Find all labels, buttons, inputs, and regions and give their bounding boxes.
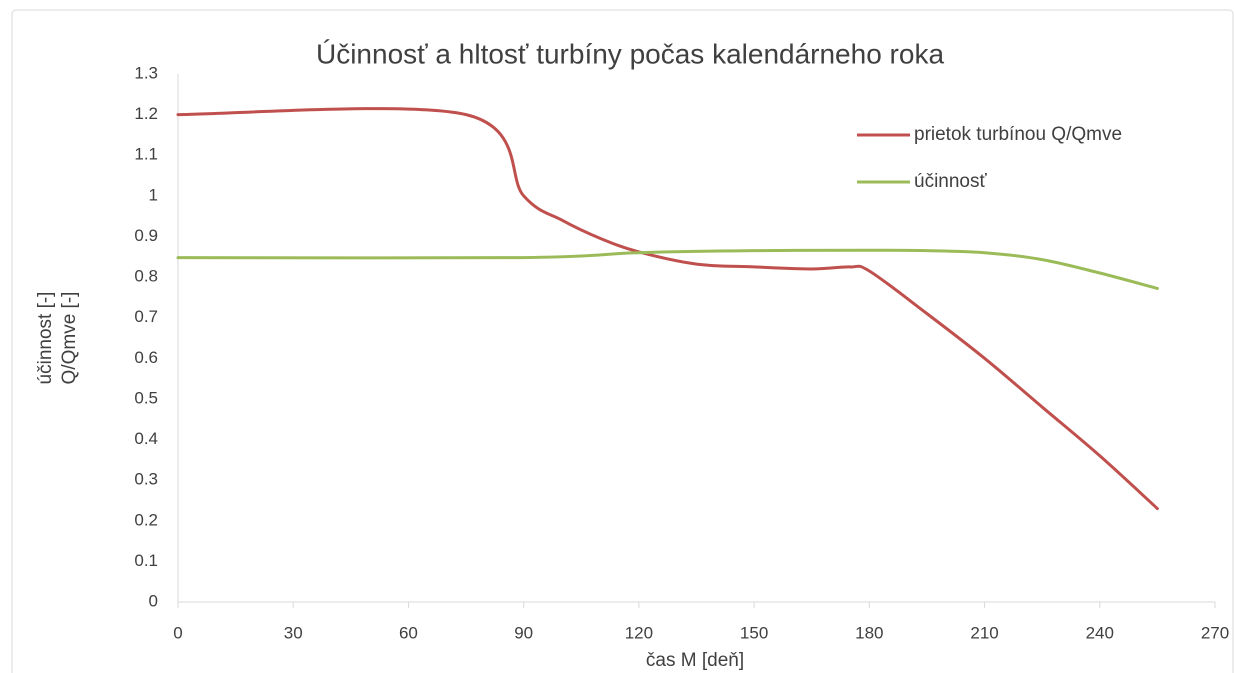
y-tick-label: 0.7 <box>134 307 158 326</box>
y-axis-label: Q/Qmve [-] <box>59 292 80 385</box>
series-line <box>176 248 1159 290</box>
x-tick-label: 240 <box>1086 623 1114 642</box>
x-tick-label: 120 <box>625 623 653 642</box>
y-tick-label: 0.4 <box>134 429 158 448</box>
y-tick-label: 0.2 <box>134 510 158 529</box>
y-tick-label: 0.6 <box>134 348 158 367</box>
y-axis-label: účinnost [-] <box>35 292 56 385</box>
legend-label: účinnosť <box>914 171 987 192</box>
x-tick-label: 90 <box>514 623 533 642</box>
y-tick-label: 0.9 <box>134 226 158 245</box>
y-tick-label: 1.1 <box>134 145 158 164</box>
x-tick-label: 180 <box>855 623 883 642</box>
x-tick-label: 0 <box>173 623 182 642</box>
y-tick-label: 1.2 <box>134 104 158 123</box>
legend-label: prietok turbínou Q/Qmve <box>914 124 1122 145</box>
x-tick-label: 210 <box>970 623 998 642</box>
x-tick-label: 30 <box>284 623 303 642</box>
y-tick-label: 0.5 <box>134 388 158 407</box>
y-tick-label: 1.3 <box>134 63 158 82</box>
y-tick-label: 0 <box>149 591 158 610</box>
y-tick-label: 0.8 <box>134 267 158 286</box>
chart-title: Účinnosť a hltosť turbíny počas kalendár… <box>316 38 944 69</box>
y-tick-label: 0.1 <box>134 551 158 570</box>
series-line <box>176 107 1159 511</box>
x-tick-label: 60 <box>399 623 418 642</box>
x-axis-label: čas M [deň] <box>646 650 744 671</box>
y-tick-label: 1 <box>149 185 158 204</box>
y-tick-label: 0.3 <box>134 470 158 489</box>
x-tick-label: 150 <box>740 623 768 642</box>
chart-frame <box>11 9 1234 673</box>
x-tick-label: 270 <box>1201 623 1229 642</box>
